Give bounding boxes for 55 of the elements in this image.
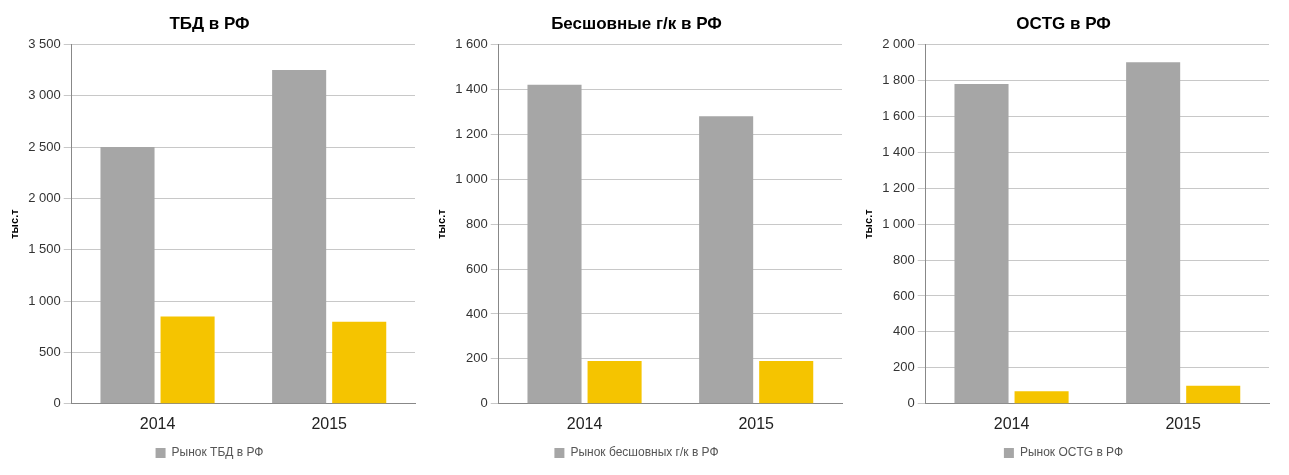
y-tick-label: 800 <box>466 215 488 231</box>
y-tick-label: 500 <box>39 344 61 360</box>
bar <box>1186 385 1241 404</box>
y-tick-label: 2 000 <box>28 190 61 206</box>
bar <box>1014 391 1069 404</box>
y-tick-label: 1 000 <box>455 170 488 186</box>
legend-label: Рынок ТБД в РФ <box>171 445 264 460</box>
y-tick-label: 1 000 <box>882 215 915 231</box>
bar <box>332 321 387 404</box>
y-tick-label: 0 <box>907 395 915 411</box>
y-tick-label: 3 000 <box>28 87 61 103</box>
y-axis-title: тыс.т <box>7 208 20 239</box>
y-tick-label: 1 000 <box>28 292 61 308</box>
bar <box>699 116 754 404</box>
bar <box>527 84 582 404</box>
y-tick-label: 2 500 <box>28 138 61 154</box>
x-tick-label: 2015 <box>311 414 348 432</box>
y-tick-label: 1 200 <box>455 125 488 141</box>
y-tick-label: 600 <box>893 287 915 303</box>
y-tick-label: 1 500 <box>28 241 61 257</box>
y-tick-label: 1 600 <box>455 35 488 51</box>
x-tick-label: 2015 <box>1165 414 1202 432</box>
y-tick-label: 1 200 <box>882 179 915 195</box>
y-tick-label: 400 <box>893 323 915 339</box>
chart-title: ТБД в РФ <box>169 13 250 33</box>
bar <box>272 70 327 404</box>
y-tick-label: 0 <box>480 395 488 411</box>
x-tick-label: 2014 <box>566 414 603 432</box>
y-tick-label: 800 <box>893 251 915 267</box>
y-tick-label: 600 <box>466 260 488 276</box>
legend-label: Рынок OCTG в РФ <box>1019 445 1124 460</box>
bar <box>160 316 215 404</box>
x-tick-label: 2014 <box>139 414 176 432</box>
bar <box>587 361 642 404</box>
y-tick-label: 0 <box>53 395 61 411</box>
y-tick-label: 200 <box>893 359 915 375</box>
bar <box>100 147 155 404</box>
bar <box>1126 62 1181 404</box>
y-tick-label: 2 000 <box>882 35 915 51</box>
y-tick-label: 200 <box>466 350 488 366</box>
y-axis-title: тыс.т <box>434 208 447 239</box>
y-tick-label: 400 <box>466 305 488 321</box>
x-tick-label: 2015 <box>738 414 775 432</box>
x-tick-label: 2014 <box>993 414 1030 432</box>
chart-title: OCTG в РФ <box>1016 13 1111 33</box>
chart-title: Бесшовные г/к в РФ <box>551 13 722 33</box>
bar <box>954 83 1009 404</box>
y-axis-title: тыс.т <box>861 208 874 239</box>
bar <box>759 361 814 404</box>
legend-label: Рынок бесшовных г/к в РФ <box>570 445 719 460</box>
y-tick-label: 1 800 <box>882 71 915 87</box>
y-tick-label: 1 400 <box>882 143 915 159</box>
y-tick-label: 1 600 <box>882 107 915 123</box>
y-tick-label: 1 400 <box>455 80 488 96</box>
y-tick-label: 3 500 <box>28 35 61 51</box>
